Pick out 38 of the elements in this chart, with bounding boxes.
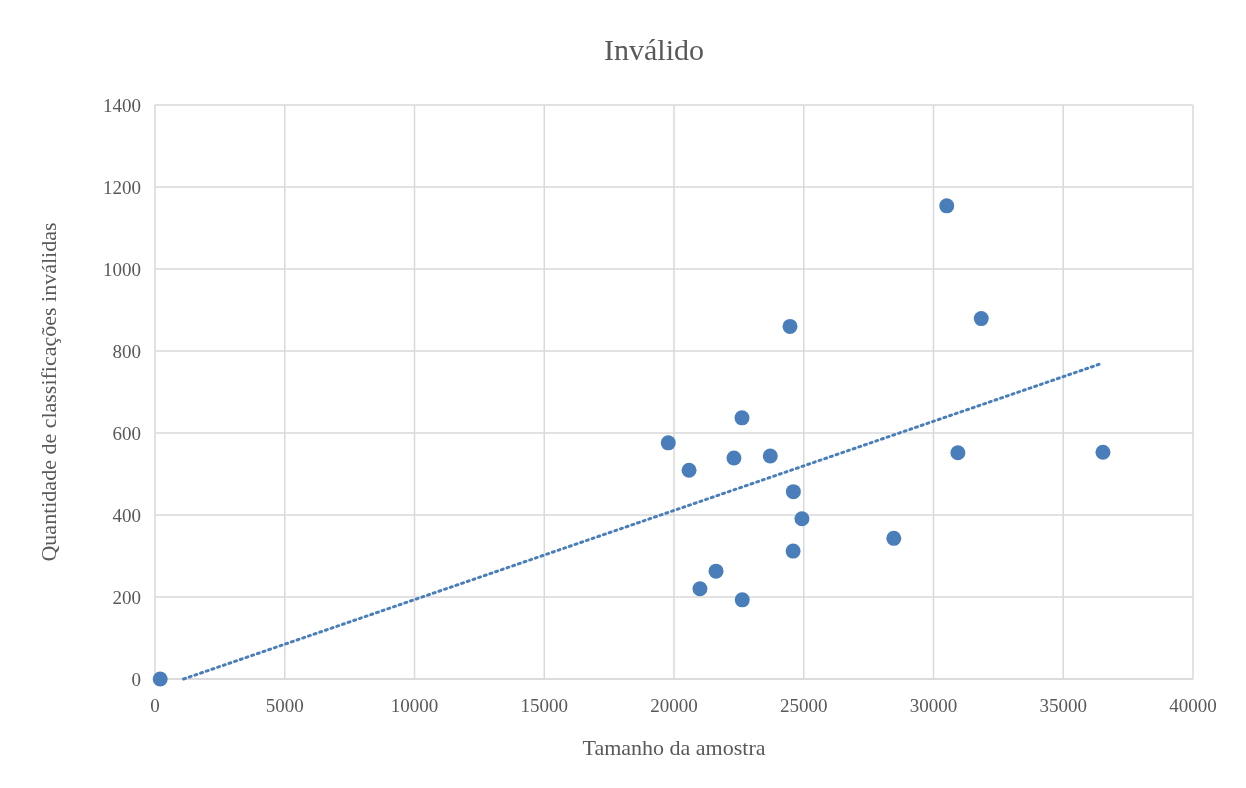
y-tick-label: 1200: [103, 176, 141, 198]
y-tick-label: 200: [112, 586, 141, 608]
x-tick-label: 5000: [265, 695, 304, 716]
x-tick-label: 25000: [780, 695, 828, 716]
point: [734, 592, 750, 608]
x-tick-label: 10000: [390, 695, 439, 716]
point: [708, 563, 724, 579]
x-tick-label: 15000: [520, 695, 568, 716]
point: [681, 462, 697, 478]
point: [152, 671, 168, 687]
point: [785, 543, 801, 559]
point: [939, 198, 955, 214]
x-tick-label: 0: [150, 695, 160, 716]
x-tick-label: 40000: [1169, 695, 1217, 716]
x-axis-title: Tamanho da amostra: [582, 735, 766, 760]
point: [734, 410, 750, 426]
point: [782, 318, 798, 334]
chart-title: Inválido: [604, 33, 704, 66]
point: [794, 511, 810, 527]
point: [692, 581, 708, 597]
point: [1095, 444, 1111, 460]
x-tick-label: 35000: [1039, 695, 1087, 716]
point: [660, 435, 676, 451]
point: [762, 448, 778, 464]
x-tick-label: 20000: [650, 695, 698, 716]
y-tick-label: 1400: [103, 94, 141, 116]
y-tick-label: 0: [131, 668, 141, 690]
y-tick-label: 800: [112, 340, 141, 362]
y-tick-label: 600: [112, 422, 141, 444]
x-tick-label: 30000: [909, 695, 958, 716]
y-tick-label: 400: [112, 504, 141, 526]
point: [950, 445, 966, 461]
point: [973, 311, 989, 327]
y-axis-title: Quantidade de classificações inválidas: [36, 222, 61, 562]
point: [785, 484, 801, 500]
point: [726, 450, 742, 466]
y-tick-label: 1000: [103, 258, 141, 280]
point: [886, 530, 902, 546]
